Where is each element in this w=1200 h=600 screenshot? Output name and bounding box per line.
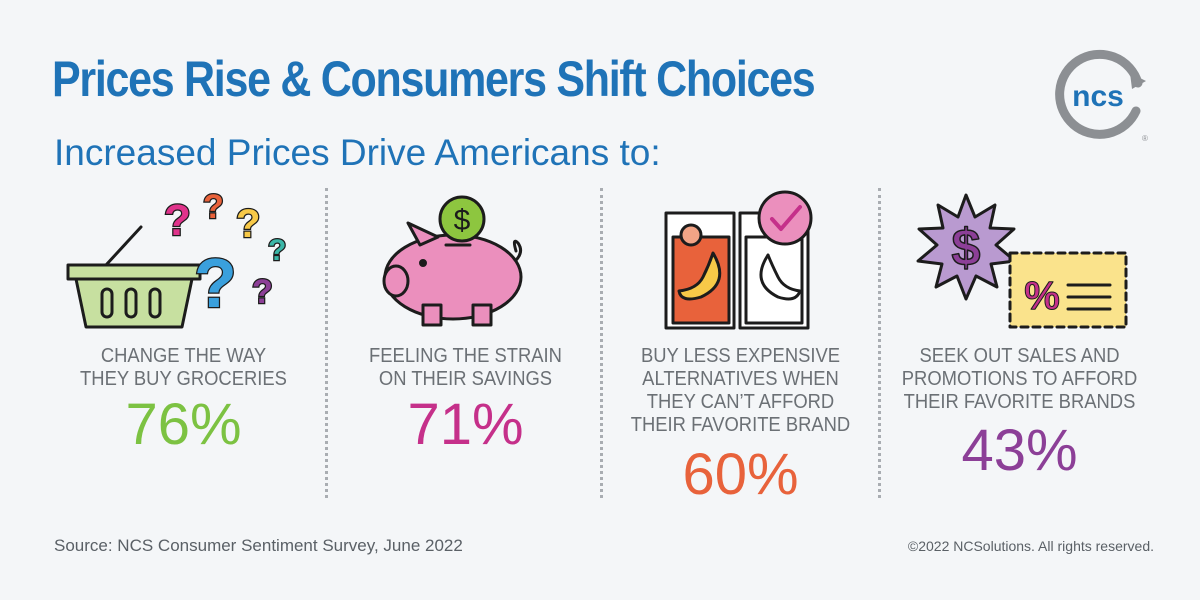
source-note: Source: NCS Consumer Sentiment Survey, J… xyxy=(54,536,463,555)
svg-text:?: ? xyxy=(194,244,237,322)
svg-text:$: $ xyxy=(952,219,981,277)
piggy-bank-icon: $ xyxy=(382,195,523,327)
stat-label: FEELING THE STRAIN ON THEIR SAVINGS xyxy=(369,345,562,390)
svg-text:%: % xyxy=(1024,274,1060,318)
svg-text:?: ? xyxy=(236,202,260,246)
product-boxes-checkmark-icon xyxy=(664,190,813,330)
page-title: Prices Rise & Consumers Shift Choices xyxy=(52,51,816,107)
stat-percent: 60% xyxy=(682,442,799,507)
page-subtitle: Increased Prices Drive Americans to: xyxy=(54,132,661,173)
svg-text:$: $ xyxy=(454,204,471,237)
divider xyxy=(600,188,603,498)
stat-percent: 43% xyxy=(961,418,1078,483)
stat-column-promotions: $ % SEEK OUT SALES AND PROMOTIONS TO AFFO… xyxy=(882,185,1157,505)
svg-text:?: ? xyxy=(164,196,191,245)
ncs-logo-icon: ncs ® xyxy=(1055,49,1148,143)
divider xyxy=(325,188,328,498)
stat-column-groceries: ? ? ? ? ? ? CHANGE THE WAY THEY BUY GROCE… xyxy=(46,185,321,505)
grocery-basket-question-marks-icon: ? ? ? ? ? ? xyxy=(66,187,288,329)
svg-text:?: ? xyxy=(252,273,273,311)
divider xyxy=(878,188,881,498)
stat-label: SEEK OUT SALES AND PROMOTIONS TO AFFORD TH… xyxy=(901,345,1138,413)
stat-column-alternatives: BUY LESS EXPENSIVE ALTERNATIVES WHEN THEY … xyxy=(603,185,878,505)
svg-text:?: ? xyxy=(203,188,224,226)
dollar-badge-coupon-icon: $ % xyxy=(916,193,1128,329)
copyright-note: ©2022 NCSolutions. All rights reserved. xyxy=(907,538,1154,554)
stat-percent: 76% xyxy=(125,392,242,457)
logo-text: ncs xyxy=(1072,80,1124,113)
svg-text:?: ? xyxy=(268,234,286,267)
svg-text:®: ® xyxy=(1142,134,1148,143)
stat-label: BUY LESS EXPENSIVE ALTERNATIVES WHEN THEY … xyxy=(630,345,851,436)
stat-label: CHANGE THE WAY THEY BUY GROCERIES xyxy=(80,345,287,390)
stat-column-savings: $ FEELING THE STRAIN ON THEIR SAVINGS 71% xyxy=(328,185,603,505)
stat-percent: 71% xyxy=(407,392,524,457)
